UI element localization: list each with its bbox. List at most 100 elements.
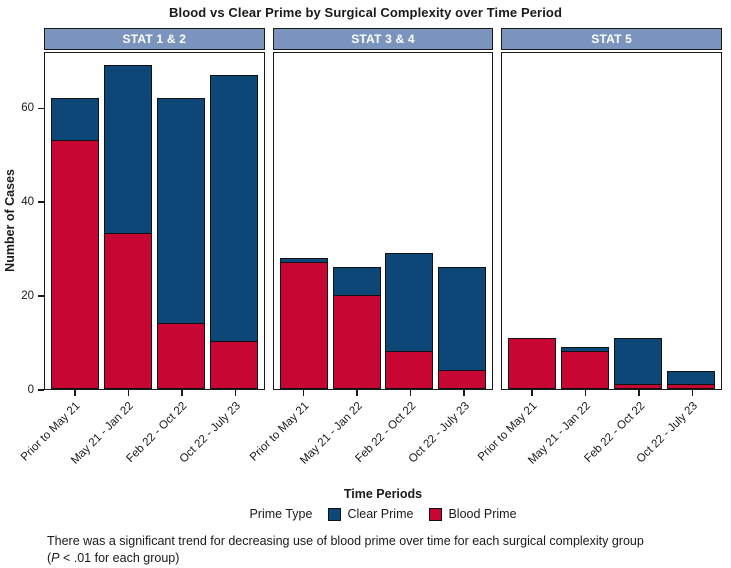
facet-panel-1: STAT 1 & 2 Prior to May 21 May 21 - Jan 22… — [19, 28, 265, 478]
caption-p-rest: < .01 for each group) — [59, 550, 180, 565]
y-tick-mark — [38, 201, 44, 203]
y-tick-mark — [38, 295, 44, 297]
blood-prime-segment — [667, 384, 716, 390]
facet-panel-2: STAT 3 & 4 Prior to May 21 May 21 - Jan 22… — [248, 28, 494, 478]
blood-prime-segment — [51, 140, 99, 390]
clear-prime-segment — [209, 74, 258, 343]
caption-line-1: There was a significant trend for decrea… — [47, 534, 644, 548]
x-tick-mark — [638, 390, 640, 397]
x-label-cell: Prior to May 21 — [248, 390, 327, 478]
stacked-bar — [332, 267, 381, 390]
caption-line-2: (P < .01 for each group) — [47, 550, 707, 567]
caption-p-italic: P — [51, 550, 60, 565]
blood-prime-swatch — [429, 507, 443, 521]
blood-prime-segment — [156, 323, 205, 390]
x-tick-mark — [234, 390, 237, 397]
x-tick-mark — [356, 390, 358, 397]
x-axis-labels: Prior to May 21 May 21 - Jan 22 Feb 22 - O… — [19, 390, 265, 478]
x-tick-mark — [531, 390, 533, 397]
legend-item-blood-prime: Blood Prime — [429, 507, 517, 521]
y-tick-label: 0 — [27, 384, 34, 396]
facet-header: STAT 3 & 4 — [272, 28, 494, 50]
x-axis-labels: Prior to May 21 May 21 - Jan 22 Feb 22 - O… — [476, 390, 722, 478]
blood-prime-segment — [561, 351, 610, 390]
clear-prime-segment — [103, 65, 152, 235]
bars — [502, 53, 721, 390]
stacked-bar — [209, 74, 258, 390]
blood-prime-segment — [508, 337, 557, 390]
clear-prime-segment — [51, 98, 99, 141]
x-label-cell: Feb 22 - Oct 22 — [582, 390, 662, 478]
blood-prime-segment — [209, 342, 258, 390]
stacked-bar — [438, 267, 487, 390]
blood-prime-segment — [279, 262, 328, 390]
x-tick-mark — [181, 390, 183, 397]
x-label-cell: Prior to May 21 — [476, 390, 555, 478]
x-label-cell: Prior to May 21 — [19, 390, 98, 478]
y-tick-label: 20 — [21, 290, 34, 303]
chart-title: Blood vs Clear Prime by Surgical Complex… — [169, 5, 562, 20]
plot-area — [44, 51, 265, 391]
clear-prime-segment — [332, 267, 381, 296]
legend: Prime Type Clear Prime Blood Prime — [44, 507, 722, 521]
x-tick-mark — [584, 390, 587, 397]
caption-paren: ( — [47, 550, 52, 565]
x-axis-labels: Prior to May 21 May 21 - Jan 22 Feb 22 - O… — [248, 390, 494, 478]
y-tick-mark — [38, 107, 44, 110]
x-tick-mark — [302, 390, 305, 397]
blood-prime-segment — [332, 295, 381, 390]
stacked-bar — [156, 98, 205, 390]
x-label-cell: Oct 22 - July 23 — [406, 390, 487, 478]
clear-prime-swatch — [328, 507, 342, 521]
y-tick-mark — [38, 389, 44, 391]
stacked-bar — [508, 337, 557, 390]
x-label-cell: Feb 22 - Oct 22 — [353, 390, 434, 478]
facet-header: STAT 5 — [501, 28, 723, 50]
x-tick-mark — [127, 390, 130, 397]
x-axis-title: Time Periods — [343, 487, 423, 501]
clear-prime-segment — [385, 253, 434, 352]
blood-prime-segment — [385, 351, 434, 390]
y-axis-ticks: 0 20 40 60 — [0, 50, 44, 396]
legend-item-clear-prime: Clear Prime — [328, 507, 413, 521]
caption: There was a significant trend for decrea… — [47, 533, 707, 566]
x-label-cell: May 21 - Jan 22 — [298, 390, 380, 478]
stacked-bar — [667, 370, 716, 390]
stacked-bar — [103, 65, 152, 390]
x-tick-mark — [74, 390, 76, 397]
blood-prime-segment — [614, 384, 663, 390]
bars — [45, 53, 264, 390]
clear-prime-segment — [279, 257, 328, 263]
facet-header: STAT 1 & 2 — [44, 28, 265, 50]
blood-prime-segment — [438, 370, 487, 390]
x-label-cell: Oct 22 - July 23 — [178, 390, 259, 478]
y-tick-label: 40 — [21, 196, 34, 209]
x-label-cell: Feb 22 - Oct 22 — [125, 390, 205, 478]
stacked-bar — [385, 253, 434, 390]
clear-prime-segment — [156, 98, 205, 324]
clear-prime-segment — [561, 347, 610, 352]
x-label-cell: May 21 - Jan 22 — [69, 390, 152, 478]
x-tick-mark — [691, 390, 694, 397]
blood-prime-segment — [103, 234, 152, 390]
stacked-bar — [614, 337, 663, 390]
panels: STAT 1 & 2 Prior to May 21 May 21 - Jan 22… — [19, 28, 723, 478]
plot-area — [501, 51, 723, 391]
x-label-cell: Oct 22 - July 23 — [635, 390, 716, 478]
plot-area — [272, 51, 494, 391]
legend-label-clear-prime: Clear Prime — [347, 507, 414, 521]
clear-prime-segment — [667, 370, 716, 385]
bars — [274, 53, 493, 390]
stacked-bar — [51, 98, 99, 390]
x-tick-mark — [409, 390, 412, 397]
legend-title: Prime Type — [249, 507, 313, 521]
x-tick-mark — [463, 390, 465, 397]
y-tick-label: 60 — [21, 102, 34, 115]
x-label-cell: May 21 - Jan 22 — [527, 390, 609, 478]
facet-panel-3: STAT 5 Prior to May 21 May 21 - Jan 22 Feb … — [476, 28, 723, 478]
clear-prime-segment — [438, 267, 487, 371]
stacked-bar — [279, 257, 328, 390]
stacked-bar — [561, 347, 610, 390]
legend-label-blood-prime: Blood Prime — [448, 507, 517, 521]
